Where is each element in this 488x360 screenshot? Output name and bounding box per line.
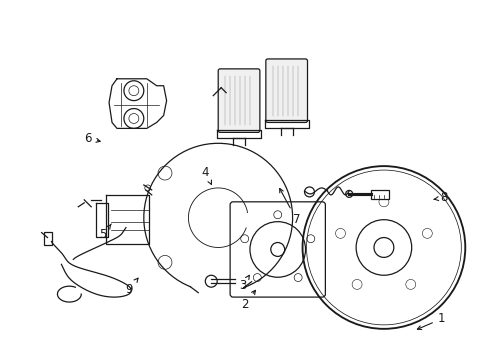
Text: 8: 8 (433, 192, 446, 204)
Circle shape (205, 275, 217, 287)
Text: 7: 7 (279, 189, 300, 226)
FancyBboxPatch shape (218, 69, 259, 132)
FancyBboxPatch shape (43, 231, 51, 246)
Text: 9: 9 (125, 278, 138, 296)
Text: 3: 3 (239, 275, 249, 292)
Text: 4: 4 (201, 166, 211, 184)
FancyBboxPatch shape (265, 59, 307, 122)
Circle shape (345, 190, 352, 197)
Text: 5: 5 (99, 224, 111, 241)
Text: 6: 6 (84, 132, 100, 145)
Text: 1: 1 (417, 312, 444, 329)
Text: 2: 2 (241, 291, 255, 311)
Circle shape (304, 187, 314, 197)
FancyBboxPatch shape (370, 190, 388, 199)
